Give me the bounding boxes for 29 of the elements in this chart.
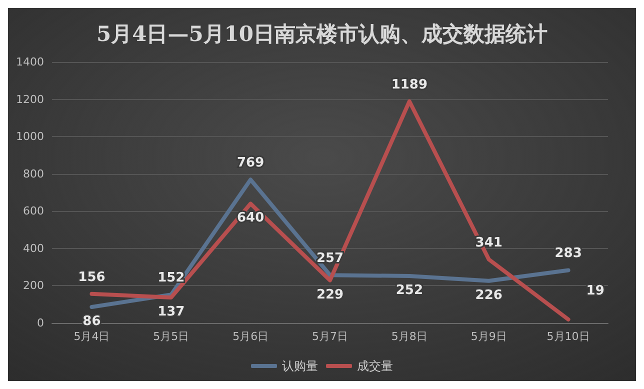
data-label: 86	[82, 314, 101, 329]
data-label: 769	[237, 156, 264, 171]
y-tick-label: 1400	[16, 56, 44, 68]
x-tick-label: 5月8日	[391, 330, 428, 343]
x-tick-label: 5月10日	[546, 330, 590, 343]
y-tick-label: 0	[37, 316, 44, 330]
chart-title: 5月4日—5月10日南京楼市认购、成交数据统计	[96, 21, 548, 46]
legend-label: 认购量	[282, 359, 318, 373]
data-label: 137	[158, 304, 185, 320]
data-label: 252	[396, 283, 423, 298]
data-label: 1189	[391, 77, 428, 92]
y-tick-label: 600	[23, 204, 44, 218]
data-label: 152	[158, 270, 185, 286]
y-tick-label: 1000	[16, 130, 44, 144]
x-tick-label: 5月6日	[232, 330, 269, 343]
x-tick-label: 5月5日	[153, 330, 190, 343]
data-label: 283	[554, 246, 582, 262]
y-tick-label: 1200	[16, 92, 44, 106]
x-tick-label: 5月9日	[470, 330, 507, 343]
legend-label: 成交量	[357, 359, 393, 373]
y-tick-label: 200	[23, 279, 44, 292]
data-label: 156	[78, 270, 106, 285]
y-tick-label: 400	[23, 242, 44, 255]
x-tick-label: 5月4日	[74, 330, 110, 343]
y-tick-label: 800	[23, 167, 44, 180]
data-label: 226	[475, 288, 502, 303]
data-label: 229	[316, 287, 344, 302]
x-tick-label: 5月7日	[312, 330, 348, 343]
data-label: 19	[586, 283, 604, 298]
